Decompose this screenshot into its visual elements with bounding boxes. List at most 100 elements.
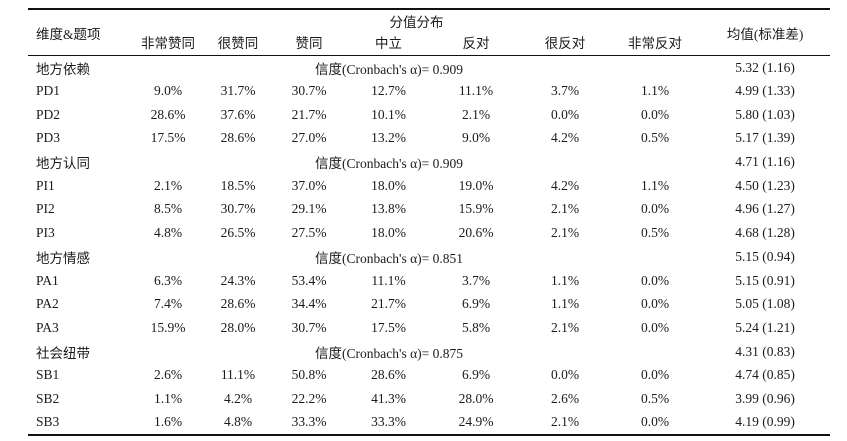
item-row: PD1 9.0% 31.7% 30.7% 12.7% 11.1% 3.7% 1.1% 4.99 …: [28, 79, 830, 103]
item-mean-sd: 4.50 (1.23): [735, 177, 795, 193]
item-value: 6.3%: [153, 272, 183, 288]
item-value: 4.2%: [550, 130, 580, 146]
dimension-label: 地方情感: [36, 250, 90, 266]
reliability-text: 信度(Cronbach's α)= 0.909: [315, 61, 464, 77]
item-value: 11.1%: [371, 272, 406, 288]
item-value: 8.5%: [153, 201, 183, 217]
dimension-mean-sd: 5.32 (1.16): [735, 59, 795, 75]
item-value: 27.0%: [291, 130, 327, 146]
item-value: 7.4%: [153, 296, 183, 312]
item-mean-sd: 5.17 (1.39): [735, 130, 795, 146]
item-value: 0.0%: [640, 296, 670, 312]
item-row: PI1 2.1% 18.5% 37.0% 18.0% 19.0% 4.2% 1.1% 4.50 …: [28, 174, 830, 198]
item-value: 13.8%: [371, 201, 406, 217]
item-value: 33.3%: [291, 414, 327, 430]
item-value: 28.0%: [220, 319, 256, 335]
item-row: SB2 1.1% 4.2% 22.2% 41.3% 28.0% 2.6% 0.5% 3.99 (…: [28, 387, 830, 411]
item-mean-sd: 5.80 (1.03): [735, 106, 795, 122]
item-row: PD3 17.5% 28.6% 27.0% 13.2% 9.0% 4.2% 0.5% 5.17 …: [28, 127, 830, 151]
item-value: 27.5%: [291, 225, 327, 241]
item-value: 2.1%: [550, 225, 580, 241]
item-value: 50.8%: [291, 367, 327, 383]
dimension-row: 地方依赖 信度(Cronbach's α)= 0.909 5.32 (1.16): [28, 56, 830, 80]
item-value: 24.9%: [458, 414, 494, 430]
col-header-scale: 很赞同: [217, 36, 259, 51]
item-value: 12.7%: [371, 83, 406, 99]
dimension-row: 地方认同 信度(Cronbach's α)= 0.909 4.71 (1.16): [28, 150, 830, 174]
dimension-mean-sd: 5.15 (0.94): [735, 248, 795, 264]
item-label: SB1: [36, 367, 60, 383]
item-value: 18.0%: [371, 225, 406, 241]
item-value: 15.9%: [150, 319, 186, 335]
item-value: 30.7%: [291, 83, 327, 99]
item-value: 18.5%: [220, 177, 256, 193]
item-value: 37.6%: [220, 106, 256, 122]
item-value: 9.0%: [461, 130, 491, 146]
item-mean-sd: 4.99 (1.33): [735, 83, 795, 99]
item-value: 37.0%: [291, 177, 327, 193]
col-header-mean-sd: 均值(标准差): [726, 26, 804, 42]
item-value: 11.1%: [220, 367, 256, 383]
item-value: 13.2%: [371, 130, 406, 146]
item-label: PI1: [36, 177, 55, 193]
item-value: 1.6%: [153, 414, 183, 430]
item-row: SB1 2.6% 11.1% 50.8% 28.6% 6.9% 0.0% 0.0% 4.74 (…: [28, 363, 830, 387]
item-value: 0.0%: [640, 414, 670, 430]
item-label: PA2: [36, 296, 59, 312]
item-value: 21.7%: [371, 296, 406, 312]
item-mean-sd: 5.15 (0.91): [735, 272, 795, 288]
item-value: 6.9%: [461, 367, 491, 383]
item-label: PD2: [36, 106, 61, 122]
item-row: PI3 4.8% 26.5% 27.5% 18.0% 20.6% 2.1% 0.5% 4.68 …: [28, 221, 830, 245]
item-value: 34.4%: [291, 296, 327, 312]
item-value: 28.6%: [220, 296, 256, 312]
item-mean-sd: 3.99 (0.96): [735, 390, 795, 406]
item-value: 30.7%: [220, 201, 256, 217]
item-value: 53.4%: [291, 272, 327, 288]
item-value: 22.2%: [291, 390, 327, 406]
item-value: 0.5%: [640, 130, 670, 146]
item-label: PD1: [36, 83, 61, 99]
scale-header-row: 非常赞同 很赞同 赞同 中立 反对 很反对 非常反对: [28, 32, 830, 56]
item-row: PD2 28.6% 37.6% 21.7% 10.1% 2.1% 0.0% 0.0% 5.80 …: [28, 103, 830, 127]
item-value: 1.1%: [550, 296, 580, 312]
item-mean-sd: 5.05 (1.08): [735, 296, 795, 312]
item-value: 28.6%: [220, 130, 256, 146]
item-row: SB3 1.6% 4.8% 33.3% 33.3% 24.9% 2.1% 0.0% 4.19 (…: [28, 411, 830, 435]
col-header-scale: 非常反对: [628, 36, 683, 51]
item-value: 9.0%: [153, 83, 183, 99]
survey-statistics-table: 维度&题项 分值分布 均值(标准差) 非常赞同 很赞同 赞同 中立 反对 很反对 非常反对 …: [28, 8, 831, 436]
item-value: 20.6%: [458, 225, 494, 241]
item-value: 4.2%: [550, 177, 580, 193]
item-value: 10.1%: [371, 106, 406, 122]
reliability-text: 信度(Cronbach's α)= 0.909: [315, 156, 464, 172]
item-value: 0.5%: [640, 225, 670, 241]
survey-table-container: 维度&题项 分值分布 均值(标准差) 非常赞同 很赞同 赞同 中立 反对 很反对 非常反对 …: [28, 8, 831, 436]
item-value: 26.5%: [220, 225, 256, 241]
item-mean-sd: 4.74 (0.85): [735, 367, 795, 383]
item-value: 19.0%: [458, 177, 494, 193]
item-value: 28.6%: [371, 367, 406, 383]
item-label: SB3: [36, 414, 60, 430]
item-value: 17.5%: [371, 319, 406, 335]
item-mean-sd: 4.19 (0.99): [735, 414, 795, 430]
dimension-row: 社会纽带 信度(Cronbach's α)= 0.875 4.31 (0.83): [28, 340, 830, 364]
item-value: 31.7%: [220, 83, 256, 99]
dimension-mean-sd: 4.71 (1.16): [735, 154, 795, 170]
col-header-scale: 反对: [462, 36, 490, 51]
col-header-scale: 中立: [375, 36, 402, 51]
item-value: 2.1%: [550, 201, 580, 217]
col-header-scale: 非常赞同: [141, 36, 195, 51]
item-value: 2.6%: [550, 390, 580, 406]
item-value: 0.0%: [640, 106, 670, 122]
item-value: 33.3%: [371, 414, 406, 430]
item-value: 41.3%: [371, 390, 406, 406]
dimension-label: 地方认同: [36, 156, 90, 172]
item-row: PA1 6.3% 24.3% 53.4% 11.1% 3.7% 1.1% 0.0% 5.15 (…: [28, 269, 830, 293]
col-header-scale: 很反对: [544, 36, 586, 51]
item-value: 4.8%: [223, 414, 253, 430]
item-value: 2.1%: [550, 319, 580, 335]
item-value: 1.1%: [550, 272, 580, 288]
item-value: 0.0%: [640, 319, 670, 335]
item-value: 15.9%: [458, 201, 494, 217]
